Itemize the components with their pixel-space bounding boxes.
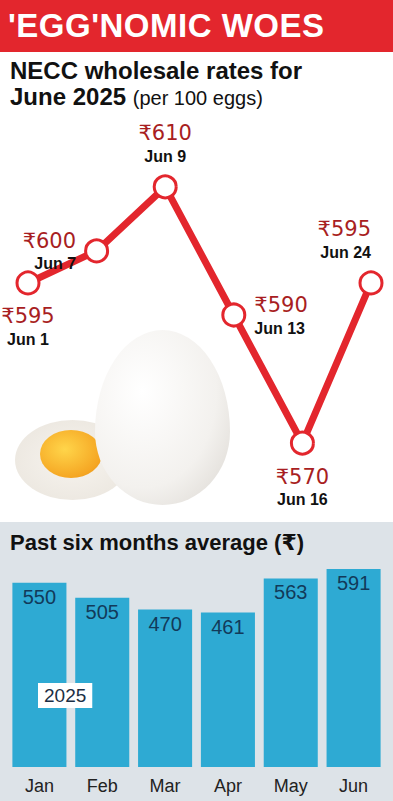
svg-text:May: May	[274, 776, 308, 796]
svg-text:563: 563	[274, 581, 307, 603]
html-text:NECC wholesale rates for June: NECC wholesale rates for June 2025 (per …	[10, 57, 303, 110]
svg-text:₹570: ₹570	[276, 465, 329, 489]
svg-text:Jun 9: Jun 9	[144, 148, 186, 165]
svg-text:550: 550	[23, 586, 56, 608]
svg-text:470: 470	[148, 613, 181, 635]
svg-text:2025: 2025	[44, 685, 86, 706]
svg-text:Jun 13: Jun 13	[254, 320, 305, 337]
svg-text:Jun 7: Jun 7	[34, 255, 76, 272]
svg-text:₹600: ₹600	[23, 229, 76, 253]
svg-text:591: 591	[337, 572, 370, 594]
svg-text:461: 461	[211, 616, 244, 638]
svg-text:Apr: Apr	[214, 776, 242, 796]
svg-text:₹595: ₹595	[1, 304, 54, 328]
svg-text:Mar: Mar	[150, 776, 181, 796]
html-text:Past six months average (₹): Past six months average (₹)	[10, 530, 305, 555]
svg-text:₹590: ₹590	[254, 293, 307, 317]
svg-text:Jun: Jun	[339, 776, 368, 796]
svg-text:Jan: Jan	[25, 776, 54, 796]
html-text:'EGG'NOMIC WOES: 'EGG'NOMIC WOES	[8, 7, 325, 44]
svg-text:Feb: Feb	[87, 776, 118, 796]
svg-text:₹595: ₹595	[318, 217, 371, 241]
svg-text:₹610: ₹610	[138, 121, 191, 145]
svg-text:505: 505	[86, 601, 119, 623]
svg-text:Jun 24: Jun 24	[320, 244, 371, 261]
svg-text:Jun 1: Jun 1	[7, 331, 49, 348]
svg-text:Jun 16: Jun 16	[277, 491, 328, 508]
